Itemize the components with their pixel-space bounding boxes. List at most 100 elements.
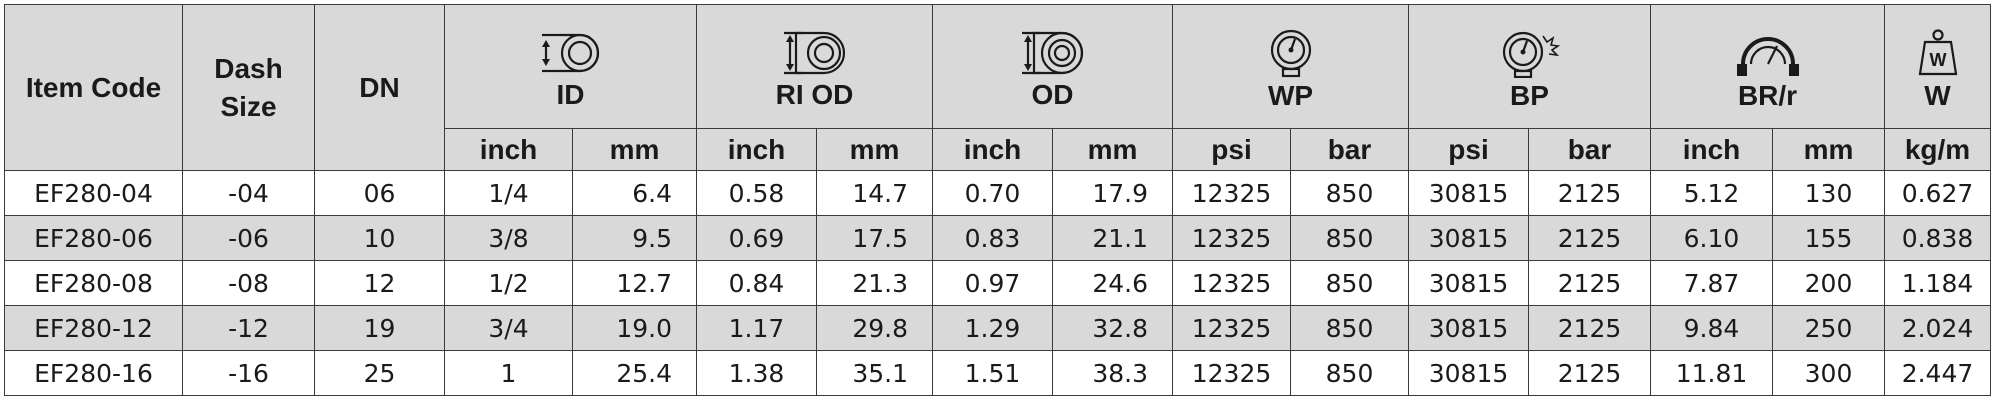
table-cell: 21.3 [816, 260, 933, 306]
pressure-gauge-icon [1270, 29, 1311, 77]
table-cell: 850 [1290, 350, 1409, 396]
table-cell: 0.97 [932, 260, 1053, 306]
hose-od-icon [1021, 31, 1083, 74]
table-cell: 0.84 [696, 260, 817, 306]
unit-header: psi [1408, 128, 1529, 171]
table-cell: 850 [1290, 170, 1409, 216]
table-cell: 5.12 [1650, 170, 1773, 216]
table-cell: EF280-16 [4, 350, 183, 396]
table-cell: 0.58 [696, 170, 817, 216]
header-item-code: Item Code [4, 4, 183, 171]
table-cell: 2125 [1528, 170, 1651, 216]
table-body: EF280-04 -04 06 1/4 6.4 0.58 14.7 0.70 17.9 12325… [4, 170, 1991, 396]
unit-header: inch [1650, 128, 1773, 171]
table-cell: 130 [1772, 170, 1885, 216]
table-cell: EF280-04 [4, 170, 183, 216]
header-group-w: W W [1884, 4, 1991, 129]
table-cell: 12325 [1172, 305, 1291, 351]
table-cell: 30815 [1408, 215, 1529, 261]
table-cell: -12 [182, 305, 315, 351]
header-w-label: W [1924, 79, 1951, 111]
table-cell: 17.5 [816, 215, 933, 261]
table-cell: 250 [1772, 305, 1885, 351]
table-cell: 12325 [1172, 260, 1291, 306]
header-bp-label: BP [1510, 79, 1549, 111]
table-cell: 2125 [1528, 260, 1651, 306]
table-cell: 11.81 [1650, 350, 1773, 396]
table-cell: 35.1 [816, 350, 933, 396]
table-cell: 10 [314, 215, 445, 261]
spec-table: Item Code Dash Size DN ID [4, 4, 1991, 396]
table-cell: 0.627 [1884, 170, 1991, 216]
unit-header: mm [1772, 128, 1885, 171]
table-cell: 2125 [1528, 350, 1651, 396]
header-br-label: BR/r [1737, 79, 1798, 111]
table-row: EF280-16 -16 25 1 25.4 1.38 35.1 1.51 38.3 12325 8… [4, 350, 1991, 396]
table-cell: 3/4 [444, 305, 573, 351]
table-cell: 30815 [1408, 170, 1529, 216]
table-row: EF280-12 -12 19 3/4 19.0 1.17 29.8 1.29 32.8 1232… [4, 305, 1991, 351]
table-cell: 21.1 [1052, 215, 1173, 261]
table-cell: 19.0 [572, 305, 697, 351]
table-cell: 155 [1772, 215, 1885, 261]
table-cell: 3/8 [444, 215, 573, 261]
table-cell: 12325 [1172, 350, 1291, 396]
header-wp-label: WP [1267, 79, 1314, 111]
table-cell: 0.83 [932, 215, 1053, 261]
table-cell: 30815 [1408, 260, 1529, 306]
header-dash-size: Dash Size [182, 4, 315, 171]
table-cell: 9.5 [572, 215, 697, 261]
table-cell: 06 [314, 170, 445, 216]
table-cell: 0.70 [932, 170, 1053, 216]
table-cell: 6.10 [1650, 215, 1773, 261]
table-row: EF280-08 -08 12 1/2 12.7 0.84 21.3 0.97 24.6 1232… [4, 260, 1991, 306]
unit-header: mm [816, 128, 933, 171]
table-cell: 12.7 [572, 260, 697, 306]
header-id-label: ID [556, 78, 585, 110]
table-cell: 200 [1772, 260, 1885, 306]
table-cell: EF280-06 [4, 215, 183, 261]
weight-icon: W [1918, 28, 1957, 75]
table-cell: 12325 [1172, 170, 1291, 216]
header-group-br: BR/r [1650, 4, 1885, 129]
hose-id-icon [541, 33, 599, 72]
header-group-wp: WP [1172, 4, 1409, 129]
table-cell: 1/4 [444, 170, 573, 216]
header-group-od: OD [932, 4, 1173, 129]
table-cell: 2.447 [1884, 350, 1991, 396]
table-cell: EF280-12 [4, 305, 183, 351]
table-cell: 25.4 [572, 350, 697, 396]
unit-header: inch [932, 128, 1053, 171]
table-cell: 29.8 [816, 305, 933, 351]
table-cell: 0.838 [1884, 215, 1991, 261]
hose-ri-od-icon [783, 31, 845, 74]
table-cell: 2125 [1528, 215, 1651, 261]
table-cell: 850 [1290, 215, 1409, 261]
table-cell: -06 [182, 215, 315, 261]
unit-header: psi [1172, 128, 1291, 171]
unit-header: inch [696, 128, 817, 171]
table-row: EF280-06 -06 10 3/8 9.5 0.69 17.5 0.83 21.1 12325… [4, 215, 1991, 261]
table-cell: 1.184 [1884, 260, 1991, 306]
table-cell: -04 [182, 170, 315, 216]
unit-header: kg/m [1884, 128, 1991, 171]
table-cell: 1.38 [696, 350, 817, 396]
table-cell: EF280-08 [4, 260, 183, 306]
table-cell: 1.51 [932, 350, 1053, 396]
table-cell: 0.69 [696, 215, 817, 261]
table-row: EF280-04 -04 06 1/4 6.4 0.58 14.7 0.70 17.9 12325… [4, 170, 1991, 216]
unit-header: bar [1528, 128, 1651, 171]
table-cell: 17.9 [1052, 170, 1173, 216]
table-cell: 12325 [1172, 215, 1291, 261]
table-cell: 32.8 [1052, 305, 1173, 351]
bend-radius-icon [1736, 36, 1799, 76]
table-cell: 25 [314, 350, 445, 396]
table-cell: 24.6 [1052, 260, 1173, 306]
unit-row: inch mm inch mm inch mm psi bar psi bar inch mm kg/m [5, 128, 1991, 171]
table-cell: 1.17 [696, 305, 817, 351]
header-group-ri-od: RI OD [696, 4, 933, 129]
table-cell: 300 [1772, 350, 1885, 396]
table-cell: 1 [444, 350, 573, 396]
table-cell: 38.3 [1052, 350, 1173, 396]
table-cell: 30815 [1408, 305, 1529, 351]
